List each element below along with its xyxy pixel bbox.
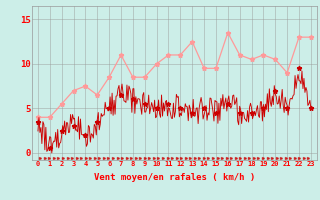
X-axis label: Vent moyen/en rafales ( km/h ): Vent moyen/en rafales ( km/h ) [94,173,255,182]
